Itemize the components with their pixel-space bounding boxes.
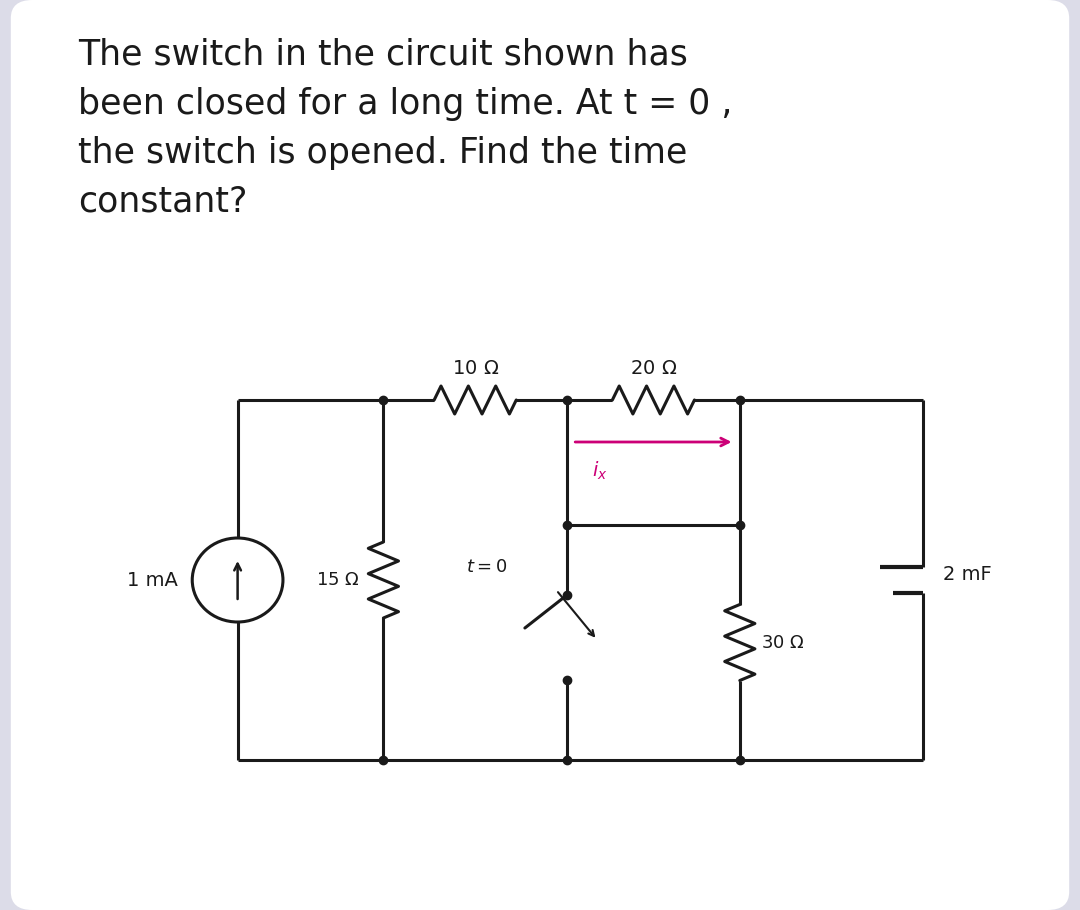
Circle shape xyxy=(192,538,283,622)
Text: 2 mF: 2 mF xyxy=(943,565,991,584)
Text: 10 $\Omega$: 10 $\Omega$ xyxy=(451,359,499,378)
Text: 15 $\Omega$: 15 $\Omega$ xyxy=(316,571,360,589)
Text: 1 mA: 1 mA xyxy=(127,571,178,590)
Text: 30 $\Omega$: 30 $\Omega$ xyxy=(761,633,805,652)
Text: 20 $\Omega$: 20 $\Omega$ xyxy=(630,359,677,378)
Text: The switch in the circuit shown has
been closed for a long time. At t = 0 ,
the : The switch in the circuit shown has been… xyxy=(78,38,732,218)
Text: $t = 0$: $t = 0$ xyxy=(467,558,508,576)
Text: $i_x$: $i_x$ xyxy=(592,460,607,482)
